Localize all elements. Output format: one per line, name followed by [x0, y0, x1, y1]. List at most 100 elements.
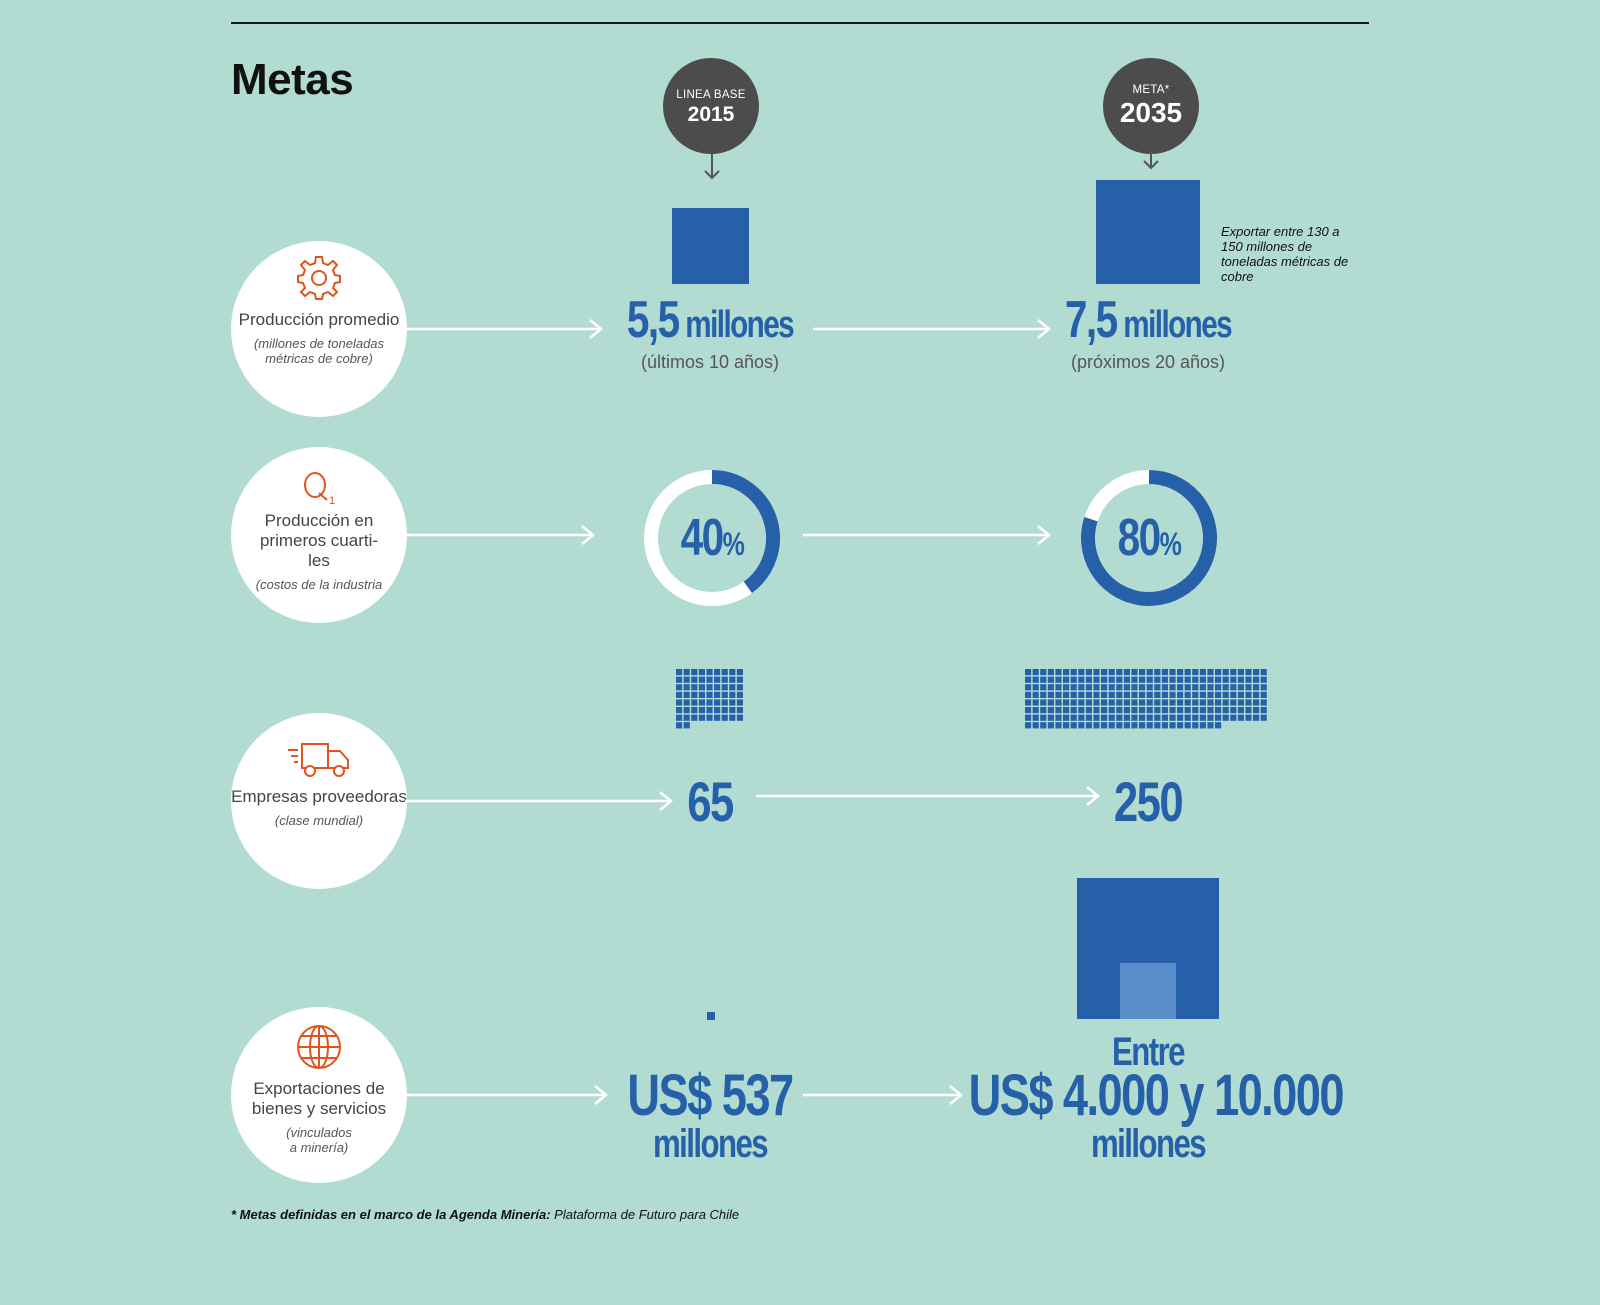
supplier-goal-cell: [1146, 676, 1153, 683]
row-suppliers-arrow-2: [756, 786, 1100, 806]
supplier-goal-cell: [1025, 669, 1032, 676]
supplier-goal-cell: [1230, 714, 1237, 721]
supplier-goal-cell: [1161, 707, 1168, 714]
production-side-note: Exportar entre 130 a 150 millones de ton…: [1221, 224, 1349, 284]
supplier-goal-cell: [1154, 714, 1161, 721]
supplier-goal-cell: [1154, 676, 1161, 683]
supplier-base-cell: [721, 676, 728, 683]
supplier-goal-cell: [1207, 714, 1214, 721]
supplier-goal-cell: [1260, 714, 1267, 721]
supplier-goal-cell: [1169, 722, 1176, 729]
supplier-goal-cell: [1192, 707, 1199, 714]
supplier-goal-cell: [1116, 707, 1123, 714]
supplier-goal-cell: [1116, 669, 1123, 676]
supplier-goal-cell: [1177, 714, 1184, 721]
supplier-goal-cell: [1169, 714, 1176, 721]
supplier-goal-cell: [1078, 684, 1085, 691]
supplier-goal-cell: [1245, 691, 1252, 698]
quartile-base-donut: [644, 470, 780, 606]
supplier-goal-cell: [1123, 722, 1130, 729]
supplier-base-cell: [736, 707, 743, 714]
supplier-goal-cell: [1055, 714, 1062, 721]
supplier-base-cell: [729, 691, 736, 698]
supplier-goal-cell: [1085, 714, 1092, 721]
exports-goal-inner-square: [1120, 963, 1176, 1019]
quartile-base-arc: [711, 470, 780, 594]
supplier-goal-cell: [1139, 707, 1146, 714]
supplier-base-cell: [714, 669, 721, 676]
supplier-base-cell: [714, 676, 721, 683]
row-suppliers-note: (clase mundial): [274, 813, 364, 828]
supplier-goal-cell: [1245, 669, 1252, 676]
supplier-goal-cell: [1192, 722, 1199, 729]
supplier-goal-cell: [1184, 699, 1191, 706]
supplier-base-cell: [691, 676, 698, 683]
goal-badge-label: META*: [1132, 84, 1170, 96]
supplier-goal-cell: [1146, 707, 1153, 714]
supplier-goal-cell: [1085, 676, 1092, 683]
supplier-goal-cell: [1169, 684, 1176, 691]
supplier-goal-cell: [1070, 714, 1077, 721]
supplier-goal-cell: [1108, 684, 1115, 691]
supplier-base-cell: [683, 691, 690, 698]
supplier-base-cell: [721, 691, 728, 698]
supplier-goal-cell: [1131, 669, 1138, 676]
supplier-goal-cell: [1215, 699, 1222, 706]
supplier-goal-cell: [1123, 714, 1130, 721]
supplier-goal-cell: [1161, 669, 1168, 676]
supplier-goal-cell: [1131, 714, 1138, 721]
supplier-goal-cell: [1040, 699, 1047, 706]
row-exports-arrow-1: [405, 1085, 608, 1105]
supplier-base-cell: [691, 691, 698, 698]
supplier-goal-cell: [1199, 699, 1206, 706]
supplier-base-cell: [691, 707, 698, 714]
supplier-goal-cell: [1237, 669, 1244, 676]
supplier-goal-cell: [1032, 669, 1039, 676]
supplier-base-cell: [721, 714, 728, 721]
supplier-goal-cell: [1154, 707, 1161, 714]
supplier-base-cell: [729, 669, 736, 676]
row-suppliers-arrow-1: [405, 791, 673, 811]
supplier-goal-cell: [1154, 699, 1161, 706]
supplier-goal-cell: [1093, 699, 1100, 706]
supplier-goal-cell: [1085, 669, 1092, 676]
supplier-goal-cell: [1253, 691, 1260, 698]
supplier-base-cell: [729, 676, 736, 683]
baseline-badge-label: LINEA BASE: [676, 89, 746, 101]
supplier-goal-cell: [1025, 691, 1032, 698]
supplier-goal-cell: [1093, 676, 1100, 683]
supplier-goal-cell: [1146, 722, 1153, 729]
supplier-goal-cell: [1131, 676, 1138, 683]
supplier-goal-cell: [1070, 707, 1077, 714]
supplier-goal-cell: [1063, 669, 1070, 676]
supplier-goal-cell: [1131, 707, 1138, 714]
supplier-base-cell: [676, 684, 683, 691]
supplier-goal-cell: [1184, 714, 1191, 721]
supplier-base-cell: [676, 707, 683, 714]
supplier-goal-cell: [1237, 699, 1244, 706]
supplier-goal-cell: [1230, 669, 1237, 676]
supplier-goal-cell: [1253, 707, 1260, 714]
supplier-goal-cell: [1116, 714, 1123, 721]
row-production-label: Producción promedio: [238, 310, 400, 329]
supplier-base-cell: [698, 676, 705, 683]
supplier-goal-cell: [1085, 722, 1092, 729]
supplier-goal-cell: [1040, 714, 1047, 721]
baseline-arrow-icon: [704, 154, 720, 180]
row-quartile-circle: 1 Producción en primeros cuarti-les (cos…: [231, 447, 407, 623]
supplier-base-cell: [683, 699, 690, 706]
production-goal-sub: (próximos 20 años): [1070, 352, 1226, 372]
supplier-goal-cell: [1192, 699, 1199, 706]
supplier-goal-cell: [1040, 707, 1047, 714]
supplier-goal-cell: [1230, 707, 1237, 714]
supplier-base-cell: [736, 669, 743, 676]
supplier-base-cell: [714, 714, 721, 721]
supplier-goal-cell: [1131, 691, 1138, 698]
row-quartile-arrow-2: [803, 525, 1051, 545]
supplier-base-cell: [676, 722, 683, 729]
production-base-value: 5,5 millones: [626, 291, 795, 349]
supplier-goal-cell: [1161, 676, 1168, 683]
supplier-goal-cell: [1055, 691, 1062, 698]
row-production-arrow-2: [813, 319, 1051, 339]
supplier-goal-cell: [1161, 699, 1168, 706]
